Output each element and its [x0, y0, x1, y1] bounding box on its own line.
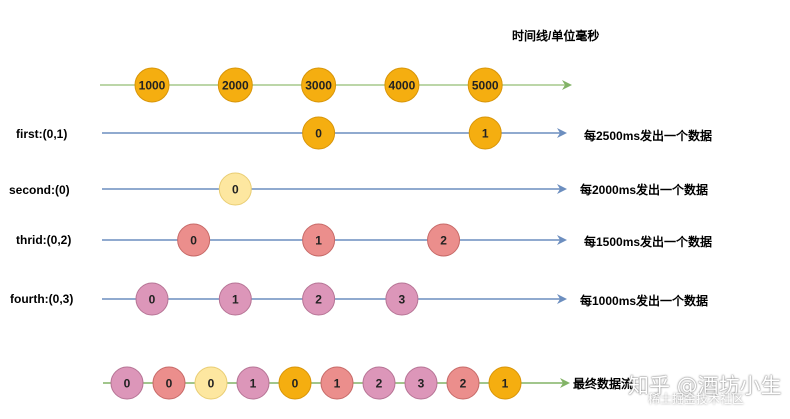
row-2-marble-1: 1: [302, 223, 336, 257]
timeline-tick-1000-circle: [134, 67, 170, 103]
row-3-marble-1-circle: [218, 282, 252, 316]
result-marble-3-label: 1: [250, 377, 257, 391]
result-marble-3: 1: [236, 366, 270, 400]
result-marble-5: 1: [320, 366, 354, 400]
timeline-tick-2000-circle: [217, 67, 253, 103]
row-3-marble-0: 0: [135, 282, 169, 316]
row-1-marble-0-label: 0: [232, 183, 239, 197]
row-2-marble-2: 2: [427, 223, 461, 257]
row-label-first: first:(0,1): [16, 127, 68, 141]
timeline-tick-2000-label: 2000: [222, 79, 249, 93]
watermark-main: 知乎 @酒坊小生: [628, 374, 782, 398]
result-marble-3-circle: [236, 366, 270, 400]
row-3-marble-3-label: 3: [399, 293, 406, 307]
row-2-marble-2-circle: [427, 223, 461, 257]
row-label-second: second:(0): [9, 183, 70, 197]
result-marble-1: 0: [152, 366, 186, 400]
row-note-first: 每2500ms发出一个数据: [584, 129, 713, 143]
result-marble-8: 2: [446, 366, 480, 400]
timeline-tick-1000: 1000: [134, 67, 170, 103]
row-2-marble-1-circle: [302, 223, 336, 257]
timeline-tick-5000-label: 5000: [472, 79, 499, 93]
result-marble-0: 0: [110, 366, 144, 400]
diagram-title: 时间线/单位毫秒: [512, 29, 600, 43]
watermark-sub: 稀土掘金技术社区: [648, 392, 745, 406]
row-note-second: 每2000ms发出一个数据: [580, 183, 709, 197]
timeline-tick-5000-circle: [467, 67, 503, 103]
row-0-marble-0-label: 0: [315, 127, 322, 141]
row-1-marble-0: 0: [218, 172, 252, 206]
result-marble-5-label: 1: [334, 377, 341, 391]
row-3-marble-2-circle: [302, 282, 336, 316]
result-marble-6-circle: [362, 366, 396, 400]
result-marble-9: 1: [488, 366, 522, 400]
result-marble-1-label: 0: [166, 377, 173, 391]
row-0-marble-1-circle: [468, 116, 502, 150]
row-3-marble-3: 3: [385, 282, 419, 316]
timeline-tick-5000: 5000: [467, 67, 503, 103]
timeline-tick-3000: 3000: [301, 67, 337, 103]
timeline-tick-4000-circle: [384, 67, 420, 103]
result-marble-2-circle: [194, 366, 228, 400]
result-marble-4: 0: [278, 366, 312, 400]
timeline-tick-3000-circle: [301, 67, 337, 103]
result-marble-9-circle: [488, 366, 522, 400]
row-3-marble-1-label: 1: [232, 293, 239, 307]
row-2-marble-2-label: 2: [440, 234, 447, 248]
timeline-tick-3000-label: 3000: [305, 79, 332, 93]
timeline-tick-1000-label: 1000: [139, 79, 166, 93]
result-marble-4-circle: [278, 366, 312, 400]
row-note-thrid: 每1500ms发出一个数据: [584, 235, 713, 249]
result-note: 最终数据流: [573, 377, 634, 391]
result-marble-4-label: 0: [292, 377, 299, 391]
result-marble-8-circle: [446, 366, 480, 400]
result-marble-5-circle: [320, 366, 354, 400]
row-label-thrid: thrid:(0,2): [16, 233, 72, 247]
row-3-marble-2-label: 2: [315, 293, 322, 307]
result-marble-0-label: 0: [124, 377, 131, 391]
row-note-fourth: 每1000ms发出一个数据: [580, 294, 709, 308]
row-2-marble-1-label: 1: [315, 234, 322, 248]
row-0-marble-0: 0: [302, 116, 336, 150]
row-0-marble-1-label: 1: [482, 127, 489, 141]
result-marble-9-label: 1: [502, 377, 509, 391]
result-marble-2-label: 0: [208, 377, 215, 391]
result-marble-2: 0: [194, 366, 228, 400]
result-marble-7-label: 3: [418, 377, 425, 391]
result-marble-7-circle: [404, 366, 438, 400]
timeline-tick-4000: 4000: [384, 67, 420, 103]
row-3-marble-0-circle: [135, 282, 169, 316]
result-marble-6-label: 2: [376, 377, 383, 391]
row-2-marble-0-circle: [177, 223, 211, 257]
row-0-marble-0-circle: [302, 116, 336, 150]
timeline-tick-2000: 2000: [217, 67, 253, 103]
row-2-marble-0-label: 0: [190, 234, 197, 248]
result-marble-0-circle: [110, 366, 144, 400]
row-3-marble-0-label: 0: [149, 293, 156, 307]
row-0-marble-1: 1: [468, 116, 502, 150]
timeline-tick-4000-label: 4000: [389, 79, 416, 93]
result-marble-7: 3: [404, 366, 438, 400]
row-3-marble-3-circle: [385, 282, 419, 316]
result-marble-8-label: 2: [460, 377, 467, 391]
row-3-marble-2: 2: [302, 282, 336, 316]
result-marble-6: 2: [362, 366, 396, 400]
row-label-fourth: fourth:(0,3): [10, 292, 74, 306]
result-marble-1-circle: [152, 366, 186, 400]
row-3-marble-1: 1: [218, 282, 252, 316]
row-1-marble-0-circle: [218, 172, 252, 206]
row-2-marble-0: 0: [177, 223, 211, 257]
